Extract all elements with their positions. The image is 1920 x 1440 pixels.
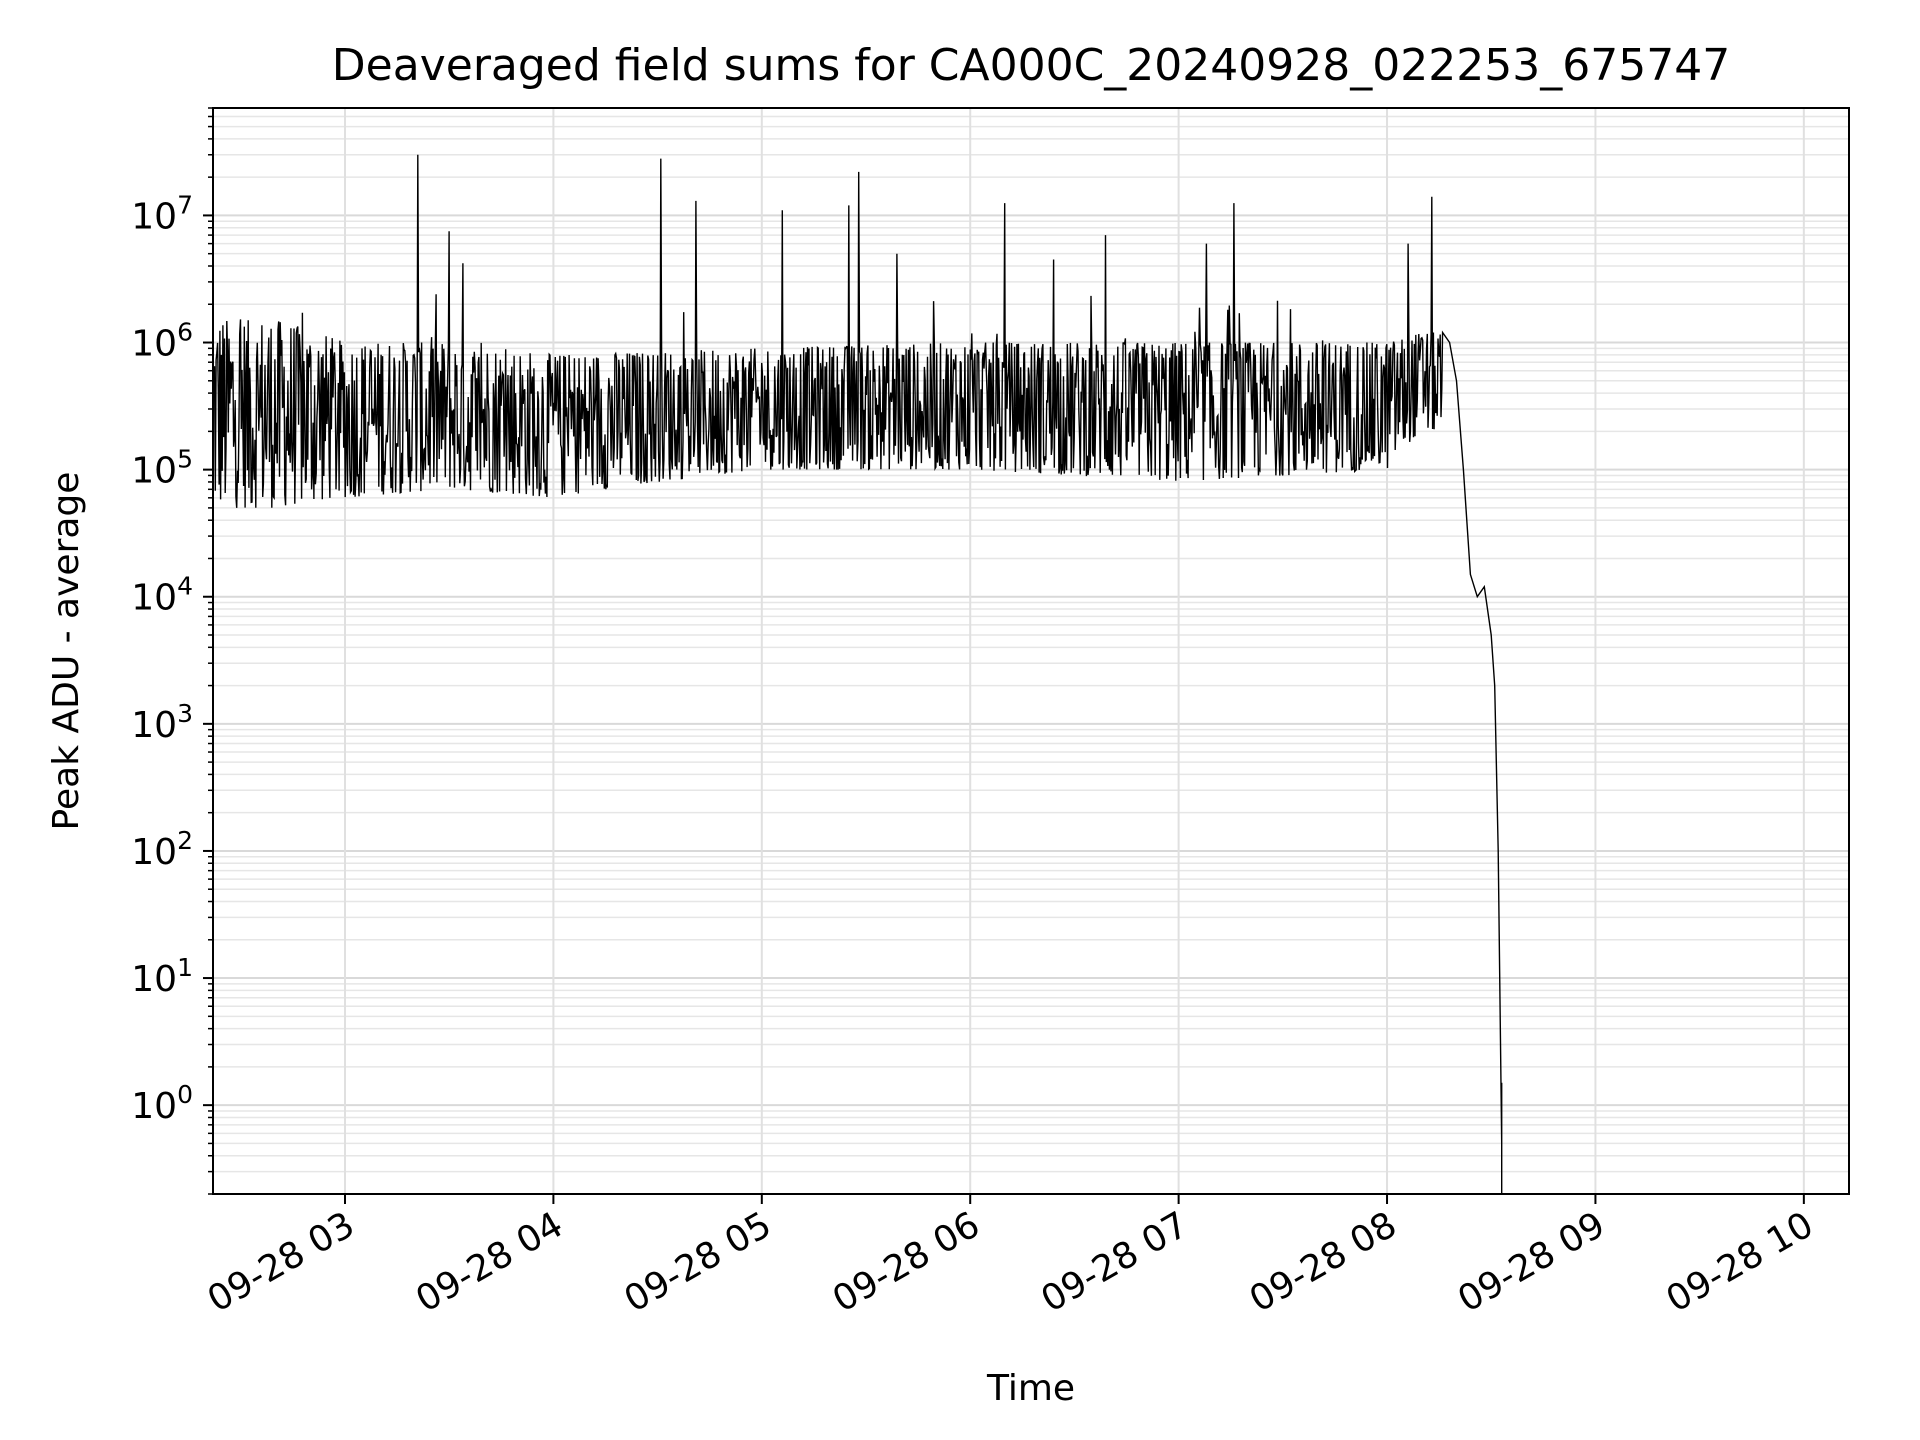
chart-title: Deaveraged field sums for CA000C_2024092… [332,40,1730,91]
y-tick-label: 104 [131,572,193,619]
y-axis-label: Peak ADU - average [46,472,87,831]
y-tick-label: 105 [131,445,193,492]
x-tick-label: 09-28 08 [1243,1204,1404,1320]
x-tick-label: 09-28 07 [1034,1204,1195,1320]
y-axis: 100 101 102 103 104 105 106 107 [131,107,213,1195]
y-tick-label: 102 [131,826,193,873]
y-tick-label: 103 [131,699,193,746]
y-tick-label: 106 [131,318,193,365]
x-tick-label: 09-28 04 [409,1204,570,1320]
x-tick-label: 09-28 10 [1660,1204,1821,1320]
y-tick-label: 100 [131,1080,193,1127]
plot-frame [212,107,1850,1195]
x-axis: 09-28 03 09-28 04 09-28 05 09-28 06 09-28 07… [201,1194,1821,1321]
x-axis-label: Time [986,1368,1075,1409]
x-tick-label: 09-28 03 [201,1204,362,1320]
y-tick-label: 107 [131,190,193,237]
x-tick-label: 09-28 05 [618,1204,779,1320]
grid [213,107,1849,1195]
x-tick-label: 09-28 06 [826,1204,987,1320]
series-line [213,154,1503,1194]
x-tick-label: 09-28 09 [1451,1204,1612,1320]
series-group [213,154,1503,1194]
y-tick-label: 101 [131,953,193,1000]
